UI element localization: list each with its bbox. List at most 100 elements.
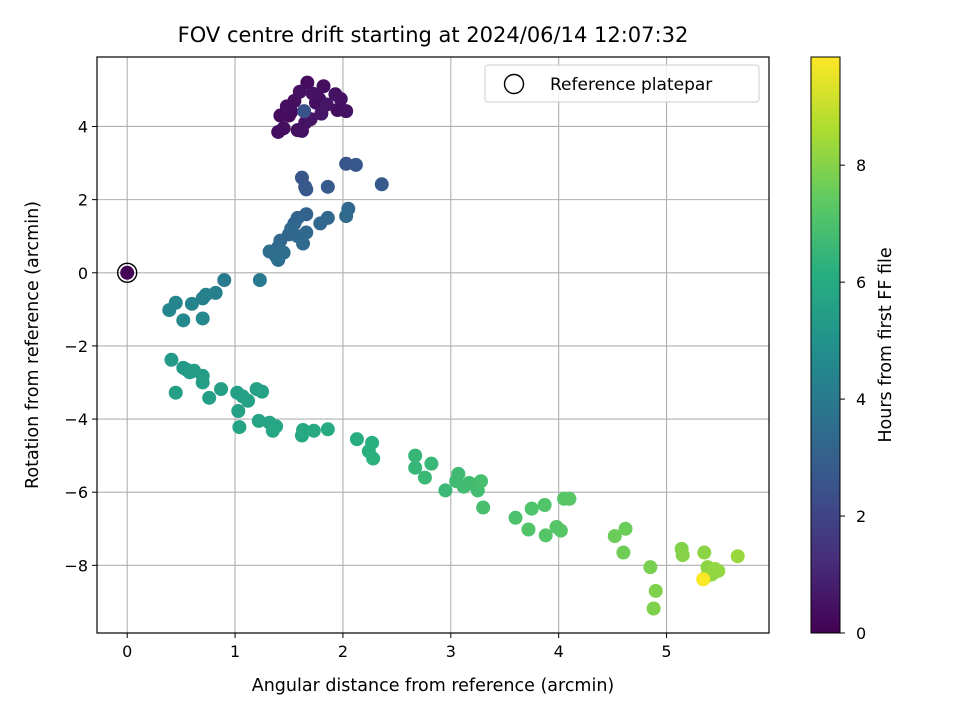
data-point — [162, 303, 177, 318]
data-point — [538, 528, 553, 543]
data-point — [251, 413, 266, 428]
data-point — [176, 313, 191, 328]
data-point — [202, 390, 217, 405]
x-tick-label: 0 — [122, 642, 132, 661]
data-point — [333, 92, 348, 107]
data-point — [168, 385, 183, 400]
data-point — [252, 273, 267, 288]
data-point — [697, 545, 712, 560]
data-point — [616, 545, 631, 560]
colorbar-tick-label: 6 — [856, 273, 866, 292]
y-tick-label: 2 — [78, 191, 88, 210]
data-point — [648, 583, 663, 598]
data-point — [438, 483, 453, 498]
data-point — [339, 104, 354, 119]
data-point — [320, 210, 335, 225]
data-point — [231, 404, 246, 419]
data-point — [217, 273, 232, 288]
data-point — [306, 423, 321, 438]
data-point — [730, 549, 745, 564]
colorbar-label: Hours from first FF file — [876, 247, 896, 442]
data-point — [279, 99, 294, 114]
x-tick-label: 3 — [446, 642, 456, 661]
data-point — [646, 601, 661, 616]
data-point — [474, 474, 488, 489]
data-point — [184, 296, 199, 311]
plot-frame — [96, 56, 770, 634]
data-point — [618, 521, 633, 536]
y-tick-label: −6 — [64, 483, 88, 502]
data-point — [408, 460, 423, 475]
data-point — [424, 456, 439, 471]
legend: Reference platepar — [484, 64, 760, 103]
colorbar-tick-label: 2 — [856, 507, 866, 526]
x-tick-label: 5 — [661, 642, 671, 661]
data-point — [348, 157, 363, 172]
data-point — [314, 106, 329, 121]
chart-title: FOV centre drift starting at 2024/06/14 … — [178, 23, 689, 47]
x-tick-label: 1 — [230, 642, 240, 661]
data-point — [374, 177, 389, 192]
data-point — [365, 435, 380, 450]
data-point — [349, 432, 364, 447]
data-point — [320, 179, 335, 194]
data-point — [521, 522, 536, 537]
data-point — [476, 500, 491, 515]
x-tick-label: 4 — [554, 642, 564, 661]
data-point — [195, 291, 210, 306]
y-tick-label: −8 — [64, 556, 88, 575]
reference-marker-layer — [117, 262, 138, 283]
reference-platepar-marker — [117, 262, 138, 283]
data-point — [553, 523, 568, 538]
x-ticks: 0 1 2 3 4 5 — [122, 633, 672, 661]
data-point — [524, 501, 539, 516]
data-point — [299, 182, 314, 197]
data-point — [195, 375, 210, 390]
data-point — [675, 548, 690, 563]
data-point — [366, 451, 381, 466]
data-point — [241, 393, 256, 408]
data-point — [195, 311, 210, 326]
plot-area: 0 1 2 3 4 5 −8 −6 −4 −2 0 2 4 — [64, 56, 770, 661]
data-point — [299, 225, 314, 240]
data-point — [408, 448, 423, 463]
colorbar-ticks: 0 2 4 6 8 — [840, 156, 866, 643]
data-point — [316, 79, 331, 94]
colorbar-gradient — [810, 56, 841, 634]
data-point — [607, 529, 622, 544]
data-point — [562, 491, 577, 506]
grid — [97, 57, 769, 633]
colorbar-tick-label: 4 — [856, 390, 866, 409]
data-point — [292, 84, 307, 99]
data-point — [271, 252, 286, 267]
y-tick-label: −4 — [64, 410, 88, 429]
data-point — [537, 498, 552, 512]
y-tick-label: −2 — [64, 337, 88, 356]
y-axis-label: Rotation from reference (arcmin) — [23, 201, 43, 489]
data-point — [269, 419, 284, 434]
data-point — [339, 209, 354, 224]
data-points — [120, 75, 745, 616]
data-point — [271, 124, 286, 139]
data-point — [232, 420, 247, 435]
data-point — [305, 86, 320, 101]
colorbar-tick-label: 0 — [856, 624, 866, 643]
y-tick-label: 4 — [78, 117, 88, 136]
data-point — [255, 384, 270, 399]
data-point — [696, 572, 711, 587]
data-point — [214, 382, 229, 397]
data-point — [320, 422, 335, 437]
x-tick-label: 2 — [338, 642, 348, 661]
legend-box — [484, 64, 760, 103]
data-point — [508, 510, 523, 525]
data-point — [711, 563, 726, 578]
y-tick-label: 0 — [78, 264, 88, 283]
colorbar-tick-label: 8 — [856, 156, 866, 175]
data-point — [643, 560, 658, 575]
data-point — [164, 352, 179, 367]
y-ticks: −8 −6 −4 −2 0 2 4 — [64, 117, 97, 575]
data-point — [296, 236, 311, 251]
data-point — [417, 470, 432, 485]
data-point — [120, 265, 135, 280]
